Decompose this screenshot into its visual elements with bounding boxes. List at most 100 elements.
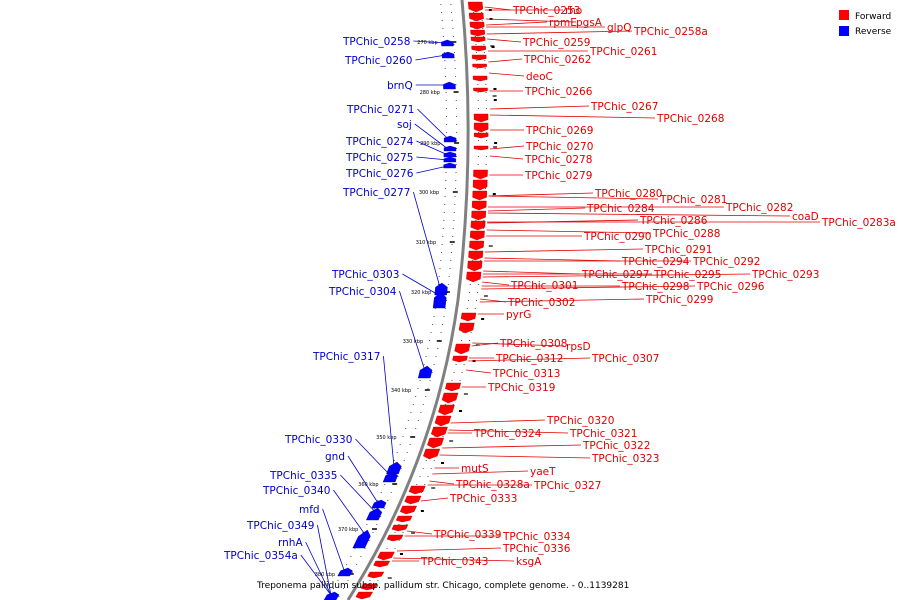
forward-gene-label: deoC [526,71,553,83]
guide-dot [354,548,356,549]
guide-dot [482,36,484,37]
guide-dot [474,308,476,309]
guide-dot [450,260,452,261]
guide-dot [443,212,445,213]
guide-dot [456,140,458,141]
guide-dot [455,164,457,165]
forward-gene-label: TPChic_0336 [502,543,571,555]
forward-gene-arrow [373,560,391,568]
forward-gene-label: mutS [461,463,489,475]
tick-label: 370 kbp [338,527,358,533]
forward-gene-label: TPChic_0322 [582,440,650,452]
guide-dot [468,340,470,341]
guide-dot [481,12,483,13]
guide-dot [454,60,456,61]
forward-leader-line [487,38,522,43]
guide-dot [432,324,434,325]
reverse-gene-arrow [443,151,457,158]
forward-leader-line [406,530,433,535]
orf-mark [481,318,485,320]
guide-dot [453,52,455,53]
reverse-gene-label: gnd [325,451,345,463]
guide-dot [434,308,436,309]
reverse-leader-line [402,273,439,296]
guide-dot [452,28,454,29]
gene-features [323,1,498,600]
guide-dot [422,468,424,469]
forward-leader-line [488,58,523,63]
forward-gene-label: TPChic_0313 [492,368,560,380]
forward-gene-arrow [377,551,395,561]
forward-gene-label: coaD [792,211,819,223]
forward-leader-line [488,195,659,200]
tick-label: 310 kbp [416,240,436,246]
reverse-gene-arrow [352,529,371,549]
orf-mark [440,462,444,464]
reverse-gene-label: TPChic_0317 [312,351,380,363]
guide-dot [486,140,488,141]
forward-gene-label: rpsD [566,341,591,353]
reverse-gene-label: brnQ [387,80,413,92]
guide-dot [442,36,444,37]
forward-gene-arrow [471,210,487,221]
forward-gene-arrow [470,220,486,231]
guide-dot [420,492,422,493]
forward-gene-arrow [423,448,441,460]
guide-dot [380,516,382,517]
tick-label: 320 kbp [411,290,431,296]
guide-dot [485,108,487,109]
forward-gene-arrow [467,1,484,13]
forward-gene-arrow [471,54,487,61]
guide-dot [452,404,454,405]
guide-dot [477,156,479,157]
forward-gene-arrow [458,322,475,334]
forward-gene-arrow [395,515,413,523]
forward-gene-arrow [408,485,426,495]
orf-mark [493,88,497,90]
forward-gene-label: TPChic_0321 [569,428,637,440]
guide-dot [451,20,453,21]
guide-dot [460,340,462,341]
guide-dot [441,244,443,245]
forward-leader-line [483,270,581,275]
guide-dot [477,108,479,109]
guide-dot [440,260,442,261]
forward-gene-arrow [469,230,485,241]
guide-dot [417,388,419,389]
guide-dot [444,404,446,405]
guide-dot [403,460,405,461]
reverse-gene-arrow [441,39,454,47]
forward-gene-label: TPChic_0343 [420,556,488,568]
reverse-gene-arrow [441,51,455,59]
forward-gene-arrow [452,355,468,363]
guide-dot [453,44,455,45]
guide-dot [448,276,450,277]
forward-leader-line [396,547,502,552]
guide-dot [368,540,370,541]
guide-dot [459,380,461,381]
guide-dot [455,364,457,365]
forward-gene-arrow [360,583,378,591]
label-leader-lines [300,6,820,596]
forward-gene-arrow [391,524,409,532]
forward-gene-label: TPChic_0268 [656,113,724,125]
guide-dot [431,372,433,373]
guide-dot [456,116,458,117]
guide-dot [483,44,485,45]
forward-leader-line [486,30,633,35]
forward-gene-arrow [472,190,488,201]
guide-dot [425,356,427,357]
guide-dot [452,236,454,237]
forward-leader-line [489,145,525,150]
forward-leader-line [429,480,455,485]
reverse-gene-arrow [443,145,457,152]
forward-gene-arrow [473,87,488,93]
guide-dot [485,164,487,165]
guide-dot [455,172,457,173]
orf-mark [494,142,498,144]
forward-leader-line [487,219,639,224]
forward-gene-label: TPChic_0296 [696,281,765,293]
guide-dot [433,316,435,317]
reverse-gene-label: TPChic_0335 [269,470,337,482]
guide-dot [453,372,455,373]
